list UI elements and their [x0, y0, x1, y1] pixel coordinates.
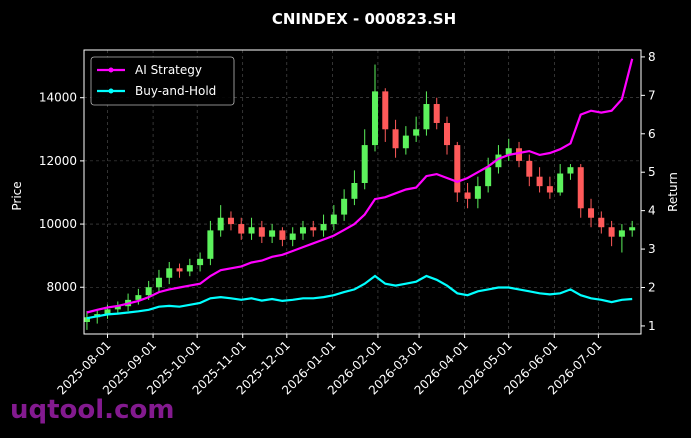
candle-body — [608, 227, 615, 237]
candle-body — [176, 268, 183, 272]
watermark: uqtool.com — [10, 395, 174, 425]
candle-body — [526, 160, 533, 177]
candle-body — [567, 167, 574, 174]
candle-body — [588, 208, 595, 218]
candle-body — [618, 230, 625, 237]
candle-body — [166, 268, 173, 278]
candle-body — [351, 182, 358, 199]
legend-label: AI Strategy — [135, 63, 202, 77]
y-tick-label: 14000 — [39, 91, 77, 105]
candle-body — [444, 122, 451, 146]
y2-tick-label: 1 — [648, 319, 656, 333]
candle-body — [135, 295, 142, 300]
candle-body — [279, 230, 286, 240]
candle-body — [423, 104, 430, 130]
legend-marker — [108, 67, 114, 73]
candle-body — [258, 227, 265, 237]
y2-tick-label: 3 — [648, 242, 656, 256]
candle-body — [516, 148, 523, 161]
candle-body — [310, 227, 317, 231]
y2-tick-label: 2 — [648, 280, 656, 294]
candle-body — [248, 227, 255, 234]
candle-body — [145, 287, 152, 296]
chart-title: CNINDEX - 000823.SH — [272, 10, 456, 28]
legend-label: Buy-and-Hold — [135, 84, 216, 98]
candle-body — [361, 145, 368, 183]
y-axis-label: Price — [10, 181, 24, 210]
y2-axis-label: Return — [666, 172, 680, 212]
candle-body — [320, 224, 327, 231]
candle-body — [505, 148, 512, 155]
candle-body — [299, 227, 306, 234]
candle-body — [289, 233, 296, 240]
candle-body — [546, 186, 553, 193]
candle-body — [598, 217, 605, 228]
candle-body — [114, 306, 121, 310]
return-line — [86, 274, 633, 320]
candle-body — [186, 265, 193, 272]
legend-box — [90, 56, 235, 106]
candle-body — [197, 258, 204, 266]
y2-tick-label: 8 — [648, 50, 656, 64]
legend-marker — [108, 88, 114, 94]
candle-body — [536, 176, 543, 187]
plot-area — [83, 58, 636, 330]
candle-body — [464, 192, 471, 199]
candle-body — [330, 214, 337, 225]
y-tick-label: 12000 — [39, 154, 77, 168]
candle-body — [557, 173, 564, 193]
candle-body — [577, 167, 584, 209]
return-line — [86, 58, 634, 314]
candle-body — [371, 91, 378, 146]
candle-body — [104, 309, 111, 315]
candle-body — [392, 129, 399, 149]
candle-body — [83, 317, 90, 322]
y2-tick-label: 4 — [648, 204, 656, 218]
y-tick-label: 8000 — [46, 280, 77, 294]
candle-body — [629, 227, 636, 231]
candle-body — [402, 135, 409, 149]
candle-body — [454, 145, 461, 193]
candle-body — [413, 129, 420, 136]
candle-body — [155, 277, 162, 288]
candle-body — [269, 230, 276, 237]
candle-body — [382, 91, 389, 130]
candle-body — [217, 217, 224, 231]
plot-frame — [83, 49, 642, 335]
candle-body — [238, 224, 245, 234]
candle-body — [341, 198, 348, 215]
candle-body — [474, 186, 481, 199]
y2-tick-label: 6 — [648, 127, 656, 141]
candle-body — [433, 104, 440, 123]
candle-body — [207, 230, 214, 259]
y2-tick-label: 7 — [648, 88, 656, 102]
candle-body — [227, 217, 234, 225]
candle-body — [495, 154, 502, 168]
y2-tick-label: 5 — [648, 165, 656, 179]
candle-body — [485, 167, 492, 187]
y-tick-label: 10000 — [39, 217, 77, 231]
